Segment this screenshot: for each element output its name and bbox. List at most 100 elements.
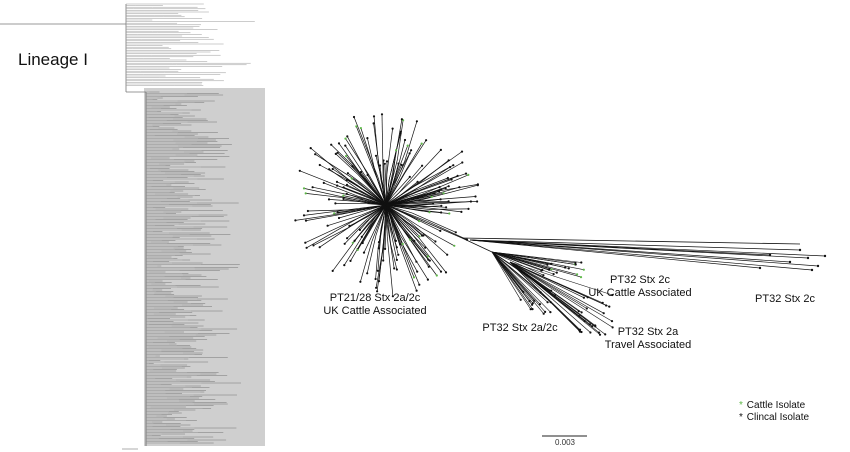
tip-marker <box>306 209 309 213</box>
tree-branch <box>378 229 382 249</box>
tree-branch <box>469 239 791 263</box>
tree-branch <box>398 165 423 194</box>
tree-branch <box>346 219 367 239</box>
tip-marker <box>427 258 430 261</box>
tree-branch <box>395 145 409 178</box>
tip-marker <box>336 211 339 214</box>
tree-branch <box>386 128 393 174</box>
clade-label-pt32-stx2c: PT32 Stx 2c <box>745 293 825 306</box>
tip-marker <box>336 184 339 187</box>
clade-label-line: PT32 Stx 2c <box>610 274 670 286</box>
tree-branch <box>380 204 387 230</box>
tip-marker <box>823 254 827 258</box>
tip-marker <box>542 312 545 315</box>
tree-branch <box>338 209 369 219</box>
tip-marker <box>322 181 325 184</box>
tip-marker <box>597 331 601 334</box>
tree-branch <box>332 168 358 186</box>
tip-marker <box>366 137 369 140</box>
tip-marker <box>422 234 425 237</box>
tree-branch <box>491 251 544 276</box>
tip-marker <box>437 190 441 193</box>
tip-marker <box>416 270 419 273</box>
tip-marker <box>311 186 314 189</box>
tree-branch <box>351 178 369 191</box>
tree-branch <box>427 162 463 183</box>
tree-branch <box>469 239 813 271</box>
tip-marker <box>427 265 430 268</box>
tree-branch <box>352 165 372 189</box>
tree-branch <box>509 261 613 328</box>
tip-marker <box>362 251 366 254</box>
tree-branch <box>392 222 401 245</box>
tip-marker <box>440 204 443 207</box>
tip-marker <box>598 333 602 336</box>
tree-branch <box>354 217 375 241</box>
tip-marker <box>439 270 443 273</box>
tree-branch <box>313 227 349 246</box>
tip-marker <box>342 186 345 189</box>
tip-marker <box>397 253 400 256</box>
tree-branch <box>357 185 387 206</box>
tree-branch <box>389 215 397 241</box>
tree-branch <box>305 214 339 221</box>
tip-marker <box>326 224 329 227</box>
tip-marker <box>412 276 416 279</box>
tree-branch <box>355 126 378 179</box>
legend-item-cattle: * Cattle Isolate <box>738 400 809 412</box>
tip-marker <box>529 308 532 311</box>
tip-marker <box>476 200 479 203</box>
tip-marker <box>605 304 608 307</box>
tree-branch <box>385 190 417 206</box>
tree-branch <box>491 251 550 270</box>
tip-marker <box>345 192 348 195</box>
tip-marker <box>579 276 583 279</box>
tree-branch <box>384 204 387 229</box>
tree-branch <box>397 120 404 160</box>
clade-label-line: UK Cattle Associated <box>323 305 427 317</box>
tree-branch <box>385 193 399 206</box>
tree-branch <box>382 228 386 261</box>
tip-marker <box>439 198 442 201</box>
tip-marker <box>399 130 402 133</box>
tip-marker <box>418 235 421 238</box>
tree-branch <box>509 261 585 298</box>
tree-branch <box>346 184 369 196</box>
tip-marker <box>610 320 614 323</box>
clade-label-pt32-stx2a2c: PT32 Stx 2a/2c <box>470 322 570 335</box>
tip-marker <box>360 235 363 238</box>
tip-marker <box>580 311 583 314</box>
tree-branch <box>388 131 402 181</box>
tree-branch <box>385 202 428 206</box>
tip-marker <box>394 239 397 242</box>
tree-branch <box>385 204 422 228</box>
tree-branch <box>344 197 387 206</box>
tip-marker <box>594 324 597 327</box>
tip-marker <box>467 173 470 176</box>
tip-marker <box>442 192 445 195</box>
tree-branch <box>369 204 387 220</box>
tip-marker <box>426 278 429 281</box>
tree-branch <box>381 114 384 178</box>
tree-branch <box>509 261 587 309</box>
tip-marker <box>531 308 534 311</box>
tip-marker <box>418 220 421 223</box>
tip-marker <box>345 154 348 158</box>
tree-branch <box>411 233 442 272</box>
tree-branch <box>347 172 367 188</box>
tip-marker <box>542 274 545 277</box>
tip-marker <box>582 296 586 299</box>
tip-marker <box>344 137 347 140</box>
tip-marker <box>304 219 308 222</box>
tip-marker <box>333 212 336 215</box>
tip-marker <box>467 207 470 210</box>
tip-marker <box>410 149 413 152</box>
tip-marker <box>564 266 567 269</box>
clinical-star-icon: * <box>739 412 743 423</box>
tip-marker <box>555 271 558 274</box>
tip-marker <box>426 255 429 258</box>
tip-marker <box>331 167 334 171</box>
tree-branch <box>306 218 358 249</box>
tip-marker <box>549 311 552 314</box>
